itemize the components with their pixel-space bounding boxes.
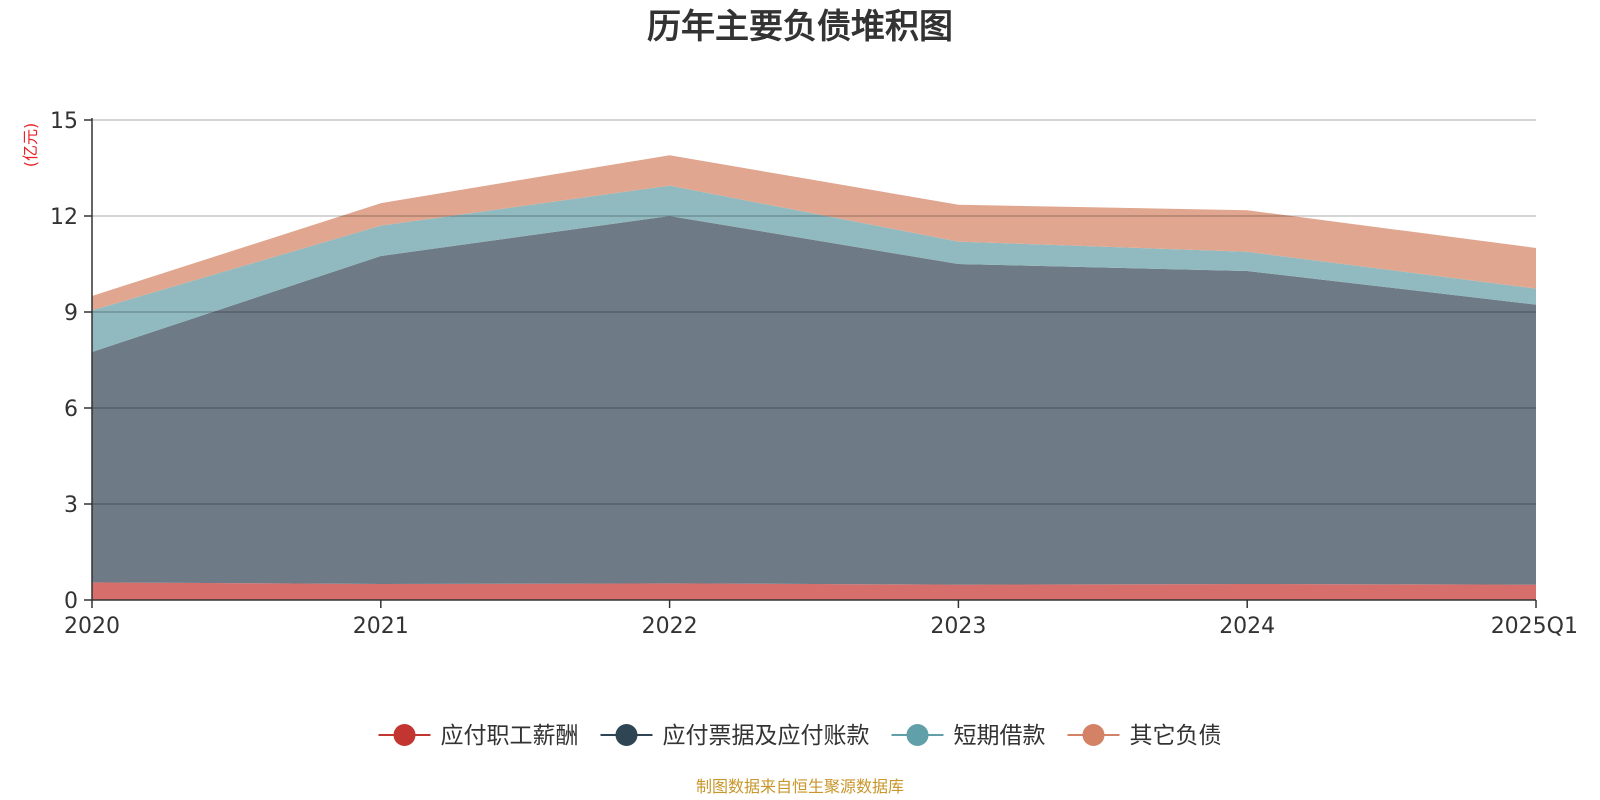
x-tick-label: 2020 bbox=[64, 614, 120, 639]
legend-circle-marker bbox=[906, 724, 929, 746]
area-series-1[interactable] bbox=[92, 216, 1536, 585]
chart-title: 历年主要负债堆积图 bbox=[647, 7, 953, 47]
axes-layer: 0 3 6 9 12 15 2020 2021 2022 2023 2024 2025Q1 bbox=[50, 109, 1578, 639]
areas-layer bbox=[92, 155, 1536, 600]
legend-circle-marker bbox=[393, 724, 416, 746]
x-tick-label: 2025Q1 bbox=[1491, 614, 1578, 639]
x-tick-label: 2024 bbox=[1219, 614, 1275, 639]
y-tick-label: 9 bbox=[64, 301, 78, 326]
y-tick-label: 15 bbox=[50, 109, 78, 134]
y-tick-label: 3 bbox=[64, 493, 78, 518]
legend-item-3[interactable]: 其它负债 bbox=[1067, 723, 1222, 749]
legend-label: 其它负债 bbox=[1130, 723, 1222, 749]
y-tick-label: 6 bbox=[64, 397, 78, 422]
area-series-0[interactable] bbox=[92, 582, 1536, 600]
legend-item-2[interactable]: 短期借款 bbox=[891, 723, 1046, 749]
area-series-3[interactable] bbox=[92, 155, 1536, 311]
y-unit-label: (亿元) bbox=[21, 123, 40, 168]
legend-item-1[interactable]: 应付票据及应付账款 bbox=[600, 723, 870, 749]
legend-label: 应付票据及应付账款 bbox=[663, 723, 870, 749]
area-series-2[interactable] bbox=[92, 185, 1536, 352]
legend-label: 应付职工薪酬 bbox=[441, 723, 579, 749]
x-tick-label: 2021 bbox=[353, 614, 409, 639]
legend-label: 短期借款 bbox=[954, 723, 1046, 749]
y-tick-label: 12 bbox=[50, 205, 78, 230]
legend-item-0[interactable]: 应付职工薪酬 bbox=[378, 723, 579, 749]
legend-circle-marker bbox=[615, 724, 638, 746]
x-tick-label: 2023 bbox=[930, 614, 986, 639]
legend-circle-marker bbox=[1082, 724, 1105, 746]
grid-layer bbox=[92, 119, 1536, 505]
x-tick-label: 2022 bbox=[642, 614, 698, 639]
y-tick-label: 0 bbox=[64, 589, 78, 614]
source-note: 制图数据来自恒生聚源数据库 bbox=[696, 777, 904, 796]
legend[interactable]: 应付职工薪酬 应付票据及应付账款 短期借款 其它负债 bbox=[378, 723, 1222, 749]
